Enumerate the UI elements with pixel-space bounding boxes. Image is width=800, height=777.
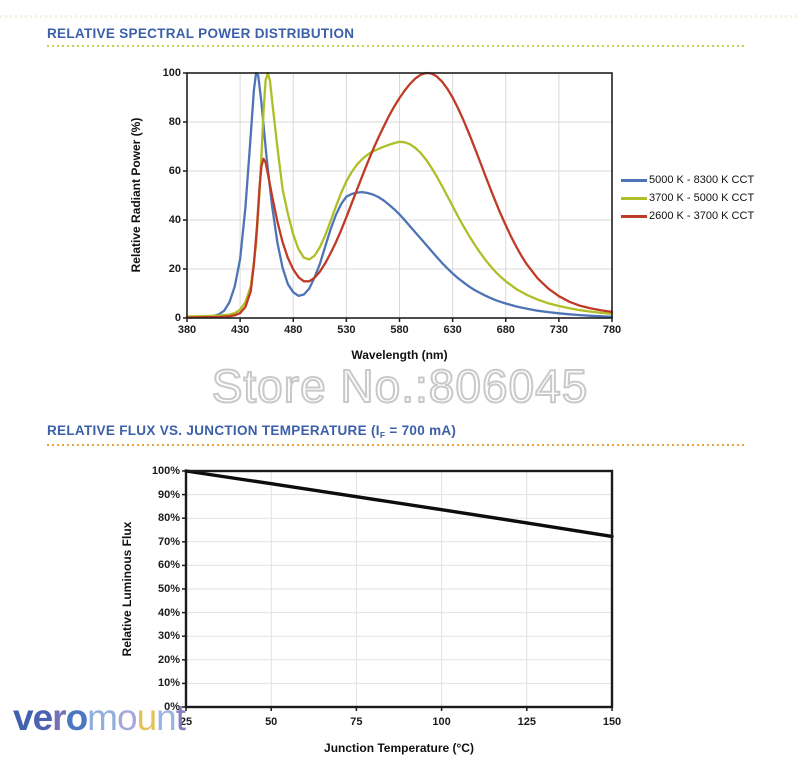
top-edge-artifact bbox=[0, 15, 800, 18]
y-tick-label: 0% bbox=[164, 701, 180, 713]
y-tick-label: 100% bbox=[151, 465, 180, 477]
section-underline-spectral bbox=[47, 45, 746, 47]
legend-item: 3700 K - 5000 K CCT bbox=[621, 192, 754, 204]
x-tick-label: 25 bbox=[179, 716, 193, 728]
logo-letter: o bbox=[117, 697, 138, 738]
legend-line-swatch bbox=[621, 214, 647, 218]
legend-label: 5000 K - 8300 K CCT bbox=[649, 174, 755, 186]
section-title-flux: RELATIVE FLUX VS. JUNCTION TEMPERATURE (… bbox=[47, 423, 456, 440]
x-tick-label: 530 bbox=[337, 324, 356, 336]
x-tick-label: 50 bbox=[265, 716, 278, 728]
section-title-flux-post: = 700 mA) bbox=[385, 423, 457, 438]
y-tick-label: 70% bbox=[157, 535, 180, 548]
x-tick-label: 100 bbox=[432, 716, 451, 728]
x-tick-label: 75 bbox=[350, 716, 363, 728]
logo-letter: r bbox=[52, 697, 66, 738]
y-tick-label: 0 bbox=[174, 312, 181, 324]
section-title-flux-subscript: F bbox=[379, 430, 386, 440]
flux-y-axis-label: Relative Luminous Flux bbox=[120, 521, 134, 657]
store-watermark: Store No.:806045 bbox=[211, 359, 589, 413]
section-underline-flux bbox=[47, 444, 746, 446]
flux-x-axis-label: Junction Temperature (°C) bbox=[324, 741, 474, 755]
x-tick-label: 150 bbox=[602, 716, 622, 728]
legend-label: 2600 K - 3700 K CCT bbox=[649, 210, 755, 222]
logo-letter: v bbox=[13, 697, 34, 738]
section-title-spectral-text: RELATIVE SPECTRAL POWER DISTRIBUTION bbox=[47, 26, 355, 41]
x-tick-label: 580 bbox=[390, 324, 409, 336]
spectral-legend: 5000 K - 8300 K CCT 3700 K - 5000 K CCT 26… bbox=[621, 174, 754, 228]
spectral-x-ticks: 380 430 480 530 580 630 680 730 780 bbox=[178, 320, 621, 336]
legend-label: 3700 K - 5000 K CCT bbox=[649, 192, 755, 204]
y-tick-label: 60% bbox=[157, 559, 180, 572]
x-tick-label: 430 bbox=[230, 324, 250, 336]
logo-letter: e bbox=[32, 697, 54, 738]
y-tick-label: 40 bbox=[168, 214, 181, 226]
logo-letter: u bbox=[136, 697, 158, 738]
y-tick-label: 40% bbox=[157, 606, 180, 619]
logo-letter: o bbox=[65, 697, 89, 738]
y-tick-label: 10% bbox=[157, 677, 180, 690]
y-tick-label: 80% bbox=[157, 512, 180, 525]
y-tick-label: 20% bbox=[157, 653, 180, 666]
veromount-logo: veromount bbox=[13, 697, 186, 738]
logo-letter: t bbox=[175, 697, 186, 738]
section-title-flux-pre: RELATIVE FLUX VS. JUNCTION TEMPERATURE (… bbox=[47, 423, 380, 438]
legend-line-swatch bbox=[621, 178, 647, 182]
x-tick-label: 125 bbox=[517, 716, 536, 728]
y-tick-label: 50% bbox=[157, 583, 180, 595]
x-tick-label: 680 bbox=[496, 324, 515, 336]
section-title-spectral: RELATIVE SPECTRAL POWER DISTRIBUTION bbox=[47, 26, 354, 41]
y-tick-label: 90% bbox=[157, 488, 180, 501]
spectral-y-axis-label: Relative Radiant Power (%) bbox=[129, 117, 143, 273]
y-tick-label: 30% bbox=[157, 630, 180, 643]
y-tick-label: 60 bbox=[168, 165, 181, 177]
flux-x-ticks: 25 50 75 100 125 150 bbox=[180, 712, 621, 728]
x-tick-label: 380 bbox=[177, 324, 197, 336]
spectral-x-axis-label: Wavelength (nm) bbox=[351, 348, 448, 362]
x-tick-label: 780 bbox=[602, 324, 622, 336]
y-tick-label: 80 bbox=[168, 116, 181, 128]
x-tick-label: 480 bbox=[284, 324, 303, 336]
legend-line-swatch bbox=[621, 196, 647, 200]
logo-letter: m bbox=[87, 697, 118, 738]
spectral-y-ticks: 0 20 40 60 80 100 bbox=[143, 67, 181, 324]
legend-item: 5000 K - 8300 K CCT bbox=[621, 174, 754, 186]
y-tick-label: 100 bbox=[162, 67, 181, 79]
logo-letter: n bbox=[156, 697, 177, 738]
spectral-chart-plot bbox=[183, 71, 614, 322]
y-tick-label: 20 bbox=[168, 263, 181, 275]
legend-item: 2600 K - 3700 K CCT bbox=[621, 210, 754, 222]
x-tick-label: 730 bbox=[549, 324, 569, 336]
flux-y-ticks: 0% 10% 20% 30% 40% 50% 60% 70% 80% 90% 100% bbox=[140, 465, 180, 713]
x-tick-label: 630 bbox=[443, 324, 462, 336]
flux-chart-plot bbox=[182, 469, 614, 711]
